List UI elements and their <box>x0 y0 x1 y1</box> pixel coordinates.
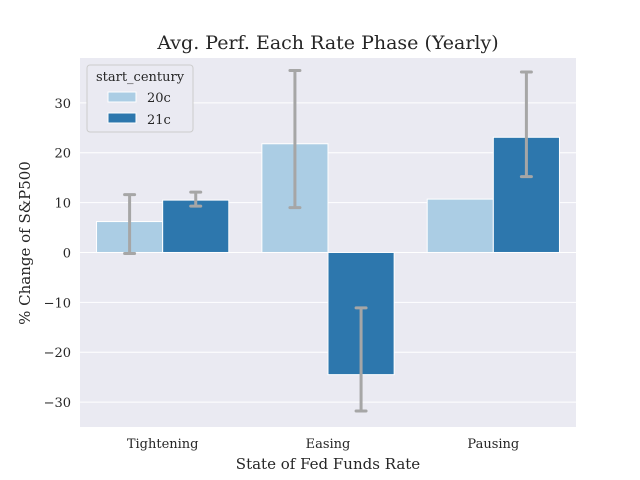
y-axis-label: % Change of S&P500 <box>16 161 34 325</box>
legend-swatch-21c <box>107 112 137 124</box>
legend-label-20c: 20c <box>147 91 171 106</box>
y-tick-label: −10 <box>44 296 71 311</box>
legend-swatch-20c <box>107 91 137 103</box>
legend-title: start_century <box>96 70 185 85</box>
y-tick-label: 20 <box>54 147 71 162</box>
error-bars <box>123 68 533 413</box>
y-tick-label: 0 <box>63 246 71 261</box>
bar <box>162 199 230 253</box>
x-axis-label: State of Fed Funds Rate <box>236 455 421 473</box>
y-tick-labels: −30 −20 −10 0 10 20 30 <box>44 97 71 411</box>
x-tick-label: Tightening <box>127 437 199 452</box>
legend: start_century 20c 21c <box>86 64 194 133</box>
bar <box>426 198 494 253</box>
chart-title: Avg. Perf. Each Rate Phase (Yearly) <box>156 32 498 54</box>
y-tick-label: −20 <box>44 346 71 361</box>
x-tick-labels: Tightening Easing Pausing <box>127 437 519 452</box>
x-tick-label: Easing <box>306 437 351 452</box>
legend-label-21c: 21c <box>147 113 171 128</box>
y-tick-label: 10 <box>54 197 71 212</box>
y-tick-label: 30 <box>54 97 71 112</box>
y-tick-label: −30 <box>44 396 71 411</box>
x-tick-label: Pausing <box>467 437 519 452</box>
